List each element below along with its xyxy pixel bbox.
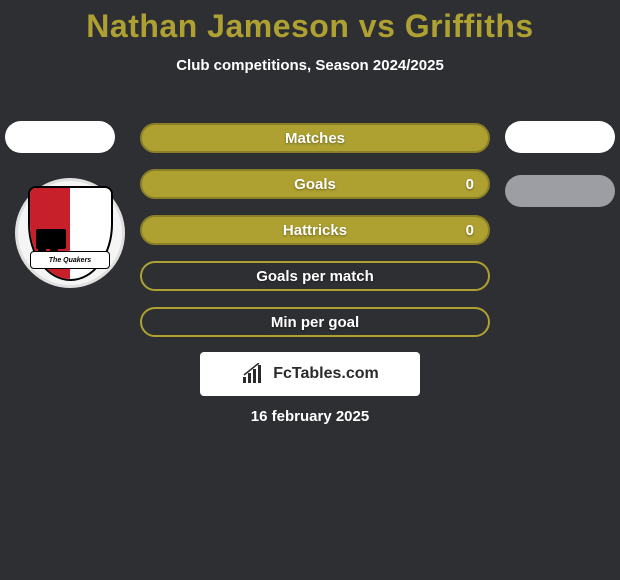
club-crest: The Quakers — [15, 178, 125, 288]
stat-label: Goals per match — [256, 268, 374, 285]
player-pill — [505, 175, 615, 207]
stat-value: 0 — [466, 176, 474, 193]
branding-text: FcTables.com — [273, 365, 379, 383]
player-pill — [5, 121, 115, 153]
player-pill — [505, 121, 615, 153]
bar-chart-icon — [241, 363, 267, 385]
stat-bar-min-per-goal: Min per goal — [140, 307, 490, 337]
stat-label: Hattricks — [283, 222, 347, 239]
stat-bar-goals-per-match: Goals per match — [140, 261, 490, 291]
stat-bar-hattricks: Hattricks 0 — [140, 215, 490, 245]
subtitle: Club competitions, Season 2024/2025 — [0, 57, 620, 74]
date: 16 february 2025 — [0, 408, 620, 425]
stat-label: Min per goal — [271, 314, 359, 331]
stat-bar-matches: Matches — [140, 123, 490, 153]
locomotive-icon — [36, 229, 66, 249]
stat-value: 0 — [466, 222, 474, 239]
page-title: Nathan Jameson vs Griffiths — [0, 0, 620, 45]
stat-bar-goals: Goals 0 — [140, 169, 490, 199]
crest-banner: The Quakers — [30, 251, 110, 269]
stat-label: Matches — [285, 130, 345, 147]
branding-box: FcTables.com — [200, 352, 420, 396]
stat-label: Goals — [294, 176, 336, 193]
